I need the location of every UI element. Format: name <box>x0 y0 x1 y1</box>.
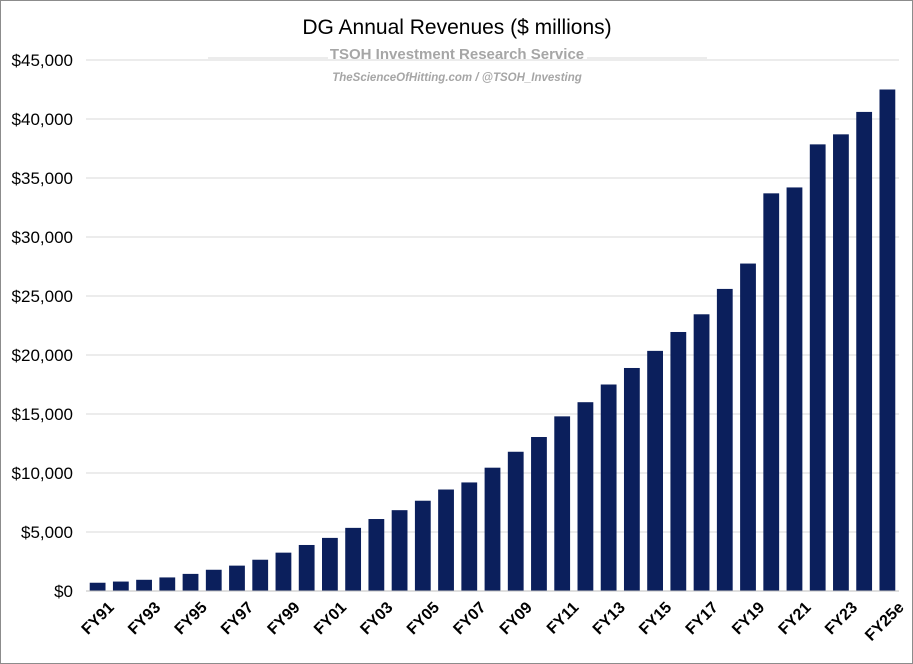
bar-fy98 <box>252 559 269 591</box>
bar-fy07 <box>461 482 478 591</box>
bar-fy02 <box>345 527 362 591</box>
gridlines <box>86 59 899 533</box>
bar-fy06 <box>438 489 454 591</box>
x-tick-label: FY03 <box>357 599 396 638</box>
x-axis-tick-labels: FY91 FY93 FY95 FY97 FY99 FY01 FY03 FY05 FY07 FY09… <box>79 599 908 644</box>
x-tick-label: FY01 <box>311 599 350 638</box>
bar-fy11 <box>554 416 571 591</box>
bar-fy04 <box>391 510 408 591</box>
bar-fy09 <box>507 451 524 591</box>
x-tick-label: FY91 <box>79 599 118 638</box>
bar-fy00 <box>298 544 315 591</box>
x-tick-label: FY99 <box>265 599 304 638</box>
chart-title: DG Annual Revenues ($ millions) <box>302 16 611 39</box>
bar-fy10 <box>531 437 547 591</box>
y-axis-tick-labels: $0 $5,000 $10,000 $15,000 $20,000 $25,000 $30,… <box>12 51 73 601</box>
bar-fy24 <box>856 111 873 592</box>
y-tick-label: $0 <box>54 582 73 601</box>
x-tick-label: FY09 <box>497 599 536 638</box>
bar-fy14 <box>623 367 640 591</box>
bar-fy21 <box>786 187 803 591</box>
y-tick-label: $20,000 <box>12 346 73 365</box>
bar-fy92 <box>112 581 129 591</box>
x-tick-label: FY13 <box>590 599 629 638</box>
chart-subtitle: TSOH Investment Research Service <box>330 46 584 63</box>
x-tick-label: FY05 <box>404 599 443 638</box>
x-tick-label: FY11 <box>544 599 583 638</box>
y-tick-label: $45,000 <box>12 51 73 70</box>
bar-fy22 <box>809 144 826 591</box>
bar-fy20 <box>763 193 780 591</box>
x-tick-label: FY15 <box>636 599 675 638</box>
bar-fy05 <box>414 500 431 591</box>
bar-fy95 <box>182 573 199 591</box>
x-tick-label: FY07 <box>450 599 489 638</box>
x-tick-label: FY21 <box>776 599 815 638</box>
bar-fy25e <box>879 89 896 591</box>
bar-fy19 <box>740 263 756 591</box>
bar-fy93 <box>136 579 152 591</box>
chart-credit: TheScienceOfHitting.com / @TSOH_Investin… <box>332 72 582 84</box>
y-tick-label: $40,000 <box>12 110 73 129</box>
x-tick-label: FY93 <box>125 599 164 638</box>
y-tick-label: $10,000 <box>12 464 73 483</box>
bar-fy23 <box>833 134 849 591</box>
y-tick-label: $5,000 <box>21 523 73 542</box>
x-tick-label: FY25e <box>862 599 907 644</box>
bar-fy99 <box>275 552 292 591</box>
y-tick-label: $30,000 <box>12 228 73 247</box>
bar-fy12 <box>577 402 594 591</box>
bar-fy17 <box>693 314 710 591</box>
bar-fy18 <box>716 288 733 591</box>
y-tick-label: $35,000 <box>12 169 73 188</box>
bar-fy15 <box>647 350 663 591</box>
x-tick-label: FY17 <box>683 599 722 638</box>
x-tick-label: FY95 <box>172 599 211 638</box>
bar-fy03 <box>368 519 385 591</box>
y-tick-label: $25,000 <box>12 287 73 306</box>
bars <box>89 89 896 592</box>
bar-fy97 <box>229 565 245 591</box>
bar-fy01 <box>322 537 338 591</box>
bar-fy91 <box>89 582 106 591</box>
y-tick-label: $15,000 <box>12 405 73 424</box>
bar-fy13 <box>600 384 617 591</box>
x-tick-label: FY97 <box>218 599 257 638</box>
bar-fy08 <box>484 467 501 591</box>
bar-fy96 <box>205 569 222 591</box>
x-tick-label: FY23 <box>822 599 861 638</box>
x-tick-label: FY19 <box>729 599 768 638</box>
bar-fy94 <box>159 577 176 591</box>
bar-fy16 <box>670 331 687 591</box>
